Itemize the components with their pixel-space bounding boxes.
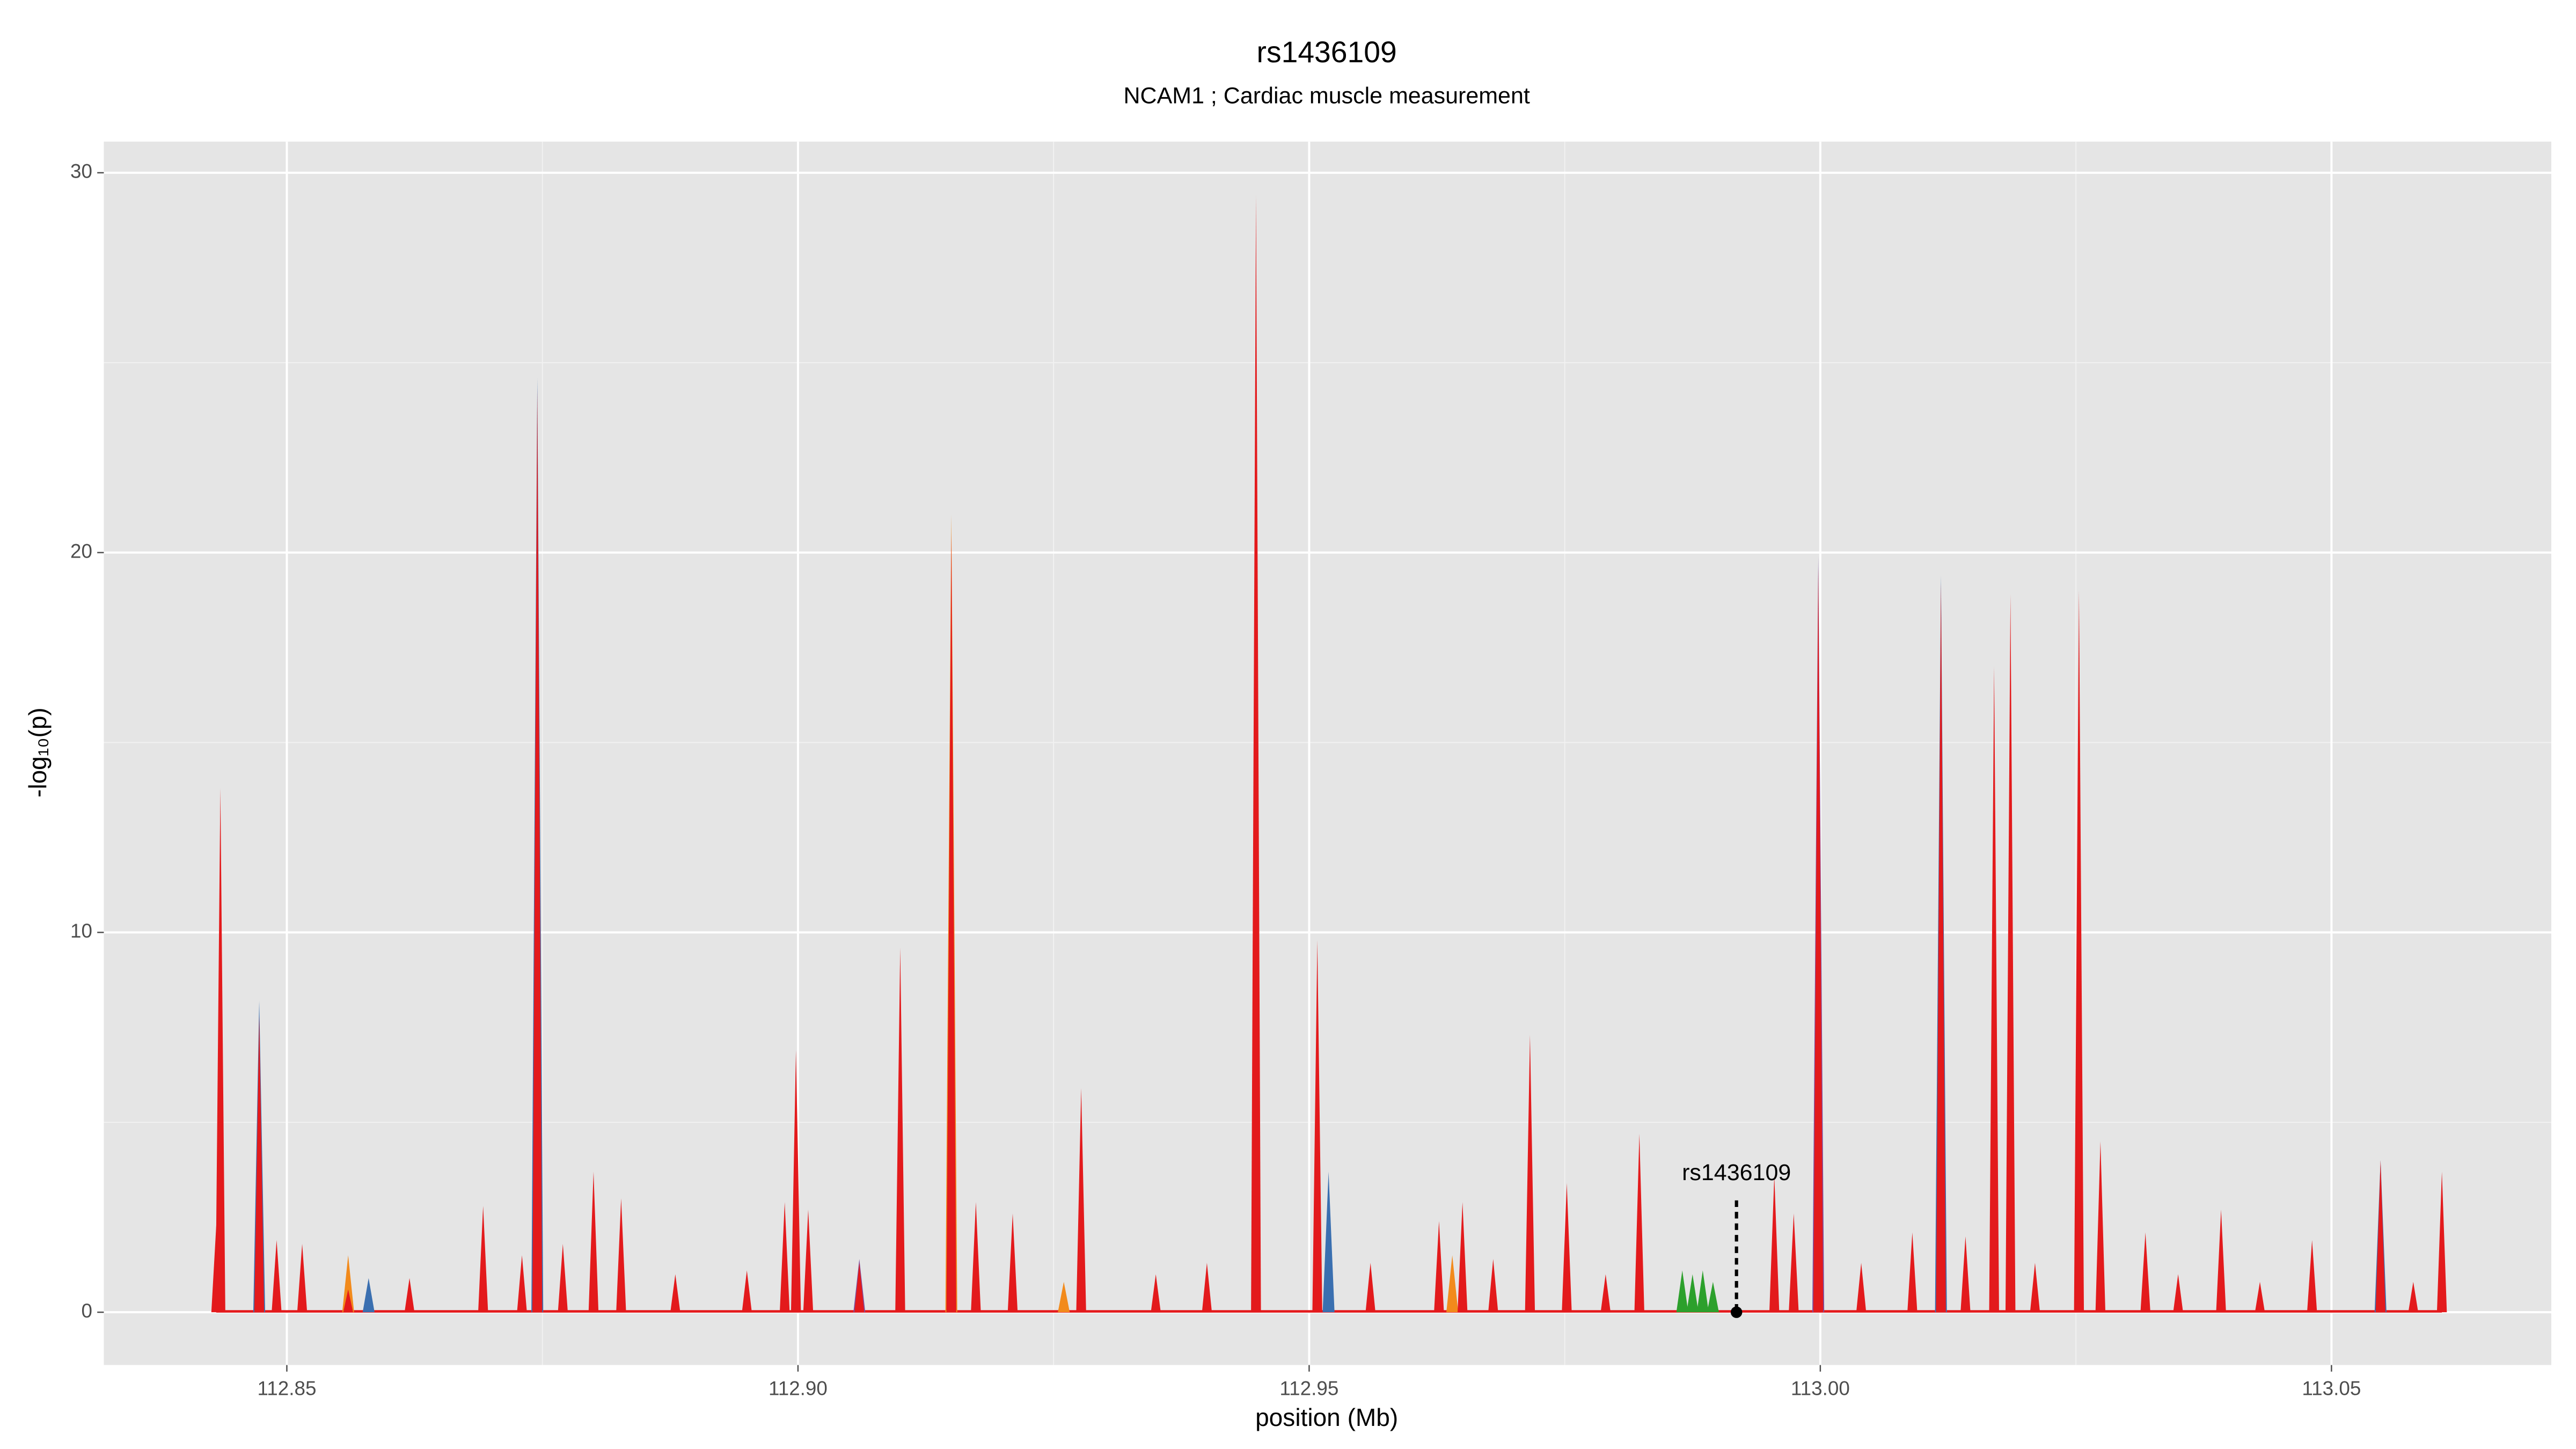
x-tick-label: 112.95 — [1279, 1377, 1338, 1399]
peak — [803, 1210, 814, 1313]
peak — [1989, 666, 1999, 1313]
annotation-point — [1730, 1306, 1743, 1318]
peak — [1707, 1282, 1719, 1313]
x-tick-label: 112.85 — [257, 1377, 316, 1399]
peak — [297, 1243, 308, 1313]
peak — [254, 1016, 265, 1313]
y-axis-title: -log₁₀(p) — [24, 707, 52, 797]
peak — [2307, 1240, 2317, 1313]
peak — [1076, 1088, 1086, 1313]
peak — [342, 1255, 354, 1313]
peak — [1907, 1232, 1918, 1313]
peak — [404, 1278, 415, 1313]
peak — [895, 947, 905, 1313]
y-tick-label: 0 — [81, 1300, 92, 1322]
peak — [2408, 1282, 2418, 1313]
peak — [946, 533, 956, 1313]
y-tick-label: 30 — [70, 160, 92, 182]
peak — [1634, 1133, 1644, 1313]
peak — [532, 389, 543, 1313]
peak — [1151, 1274, 1161, 1313]
peak — [1322, 1172, 1335, 1313]
peak — [1007, 1213, 1018, 1313]
peak — [854, 1263, 865, 1313]
peak — [1686, 1274, 1699, 1313]
peak — [2436, 1172, 2447, 1313]
peak — [1600, 1274, 1611, 1313]
peak — [1696, 1270, 1709, 1313]
peak — [1434, 1221, 1444, 1313]
peak — [1562, 1183, 1572, 1313]
peak — [670, 1274, 680, 1313]
peak — [272, 1240, 282, 1313]
peak — [1365, 1263, 1375, 1313]
peak — [558, 1243, 568, 1313]
annotation-label: rs1436109 — [1682, 1160, 1791, 1185]
peak — [1312, 940, 1322, 1313]
chart-title: rs1436109 — [1257, 35, 1397, 69]
peak — [2216, 1210, 2226, 1313]
peak — [971, 1202, 981, 1313]
peak — [779, 1202, 790, 1313]
peak — [1856, 1263, 1867, 1313]
peak — [1960, 1236, 1971, 1313]
peak — [1789, 1213, 1799, 1313]
peak — [1058, 1282, 1070, 1313]
peak — [2173, 1274, 2183, 1313]
y-tick-label: 10 — [70, 920, 92, 942]
chart-subtitle: NCAM1 ; Cardiac muscle measurement — [1124, 83, 1530, 108]
x-tick-label: 112.90 — [769, 1377, 828, 1399]
plot-panel — [104, 141, 2551, 1365]
peak — [1769, 1175, 1780, 1313]
x-tick-label: 113.00 — [1791, 1377, 1850, 1399]
peak — [2140, 1232, 2150, 1313]
peak — [791, 1050, 801, 1313]
peak — [215, 788, 225, 1313]
peak — [742, 1270, 752, 1313]
peak — [1676, 1270, 1688, 1313]
peak — [517, 1255, 527, 1313]
peak — [1457, 1202, 1468, 1313]
peak — [1446, 1255, 1459, 1313]
peak — [1525, 1035, 1535, 1313]
peak — [478, 1205, 488, 1313]
peak — [2006, 594, 2016, 1313]
peak — [2030, 1263, 2040, 1313]
peak — [1488, 1259, 1498, 1313]
x-axis-title: position (Mb) — [1255, 1403, 1398, 1431]
peak — [1936, 583, 1946, 1313]
peak — [1202, 1263, 1212, 1313]
peak — [588, 1172, 599, 1313]
peak — [2255, 1282, 2265, 1313]
y-tick-label: 20 — [70, 540, 92, 562]
peak — [2074, 590, 2084, 1313]
peak — [616, 1198, 626, 1313]
peak — [1813, 567, 1824, 1313]
x-tick-label: 113.05 — [2302, 1377, 2361, 1399]
peak — [2375, 1160, 2386, 1313]
peak — [2095, 1141, 2106, 1313]
peak — [362, 1278, 375, 1313]
peak — [343, 1289, 353, 1313]
peak — [1251, 195, 1261, 1313]
